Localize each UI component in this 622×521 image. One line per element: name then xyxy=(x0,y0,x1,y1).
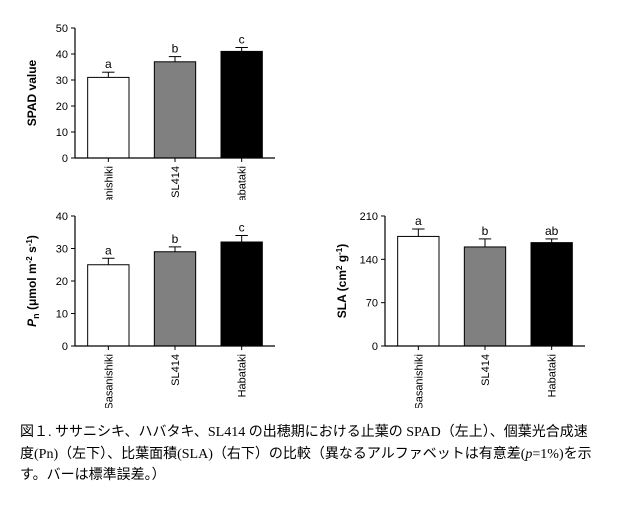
ytick-label: 40 xyxy=(56,49,68,61)
ytick-label: 50 xyxy=(56,23,68,35)
ytick-label: 70 xyxy=(366,298,378,310)
bar-Habataki xyxy=(221,51,262,158)
ytick-label: 210 xyxy=(360,211,378,223)
category-label: Habataki xyxy=(237,166,249,200)
ytick-label: 10 xyxy=(56,309,68,321)
chart-spad: 0 10 20 30 40 50 a Sasanishiki b SL414 c Habataki SP… xyxy=(20,20,310,200)
bar-Habataki xyxy=(221,242,262,346)
bar-SL414 xyxy=(464,247,505,346)
sig-label: c xyxy=(239,33,245,47)
chart-empty xyxy=(330,20,620,200)
ytick-label: 20 xyxy=(56,276,68,288)
ytick-label: 40 xyxy=(56,211,68,223)
sig-label: c xyxy=(239,221,245,235)
ytick-label: 0 xyxy=(62,341,68,353)
ytick-label: 30 xyxy=(56,244,68,256)
sig-label: b xyxy=(172,232,179,246)
sig-label: ab xyxy=(545,224,559,238)
chart-sla: 0 70 140 210 a Sasanishiki b SL414 ab Habataki SLA… xyxy=(330,208,620,408)
bar-Sasanishiki xyxy=(88,77,129,158)
bar-SL414 xyxy=(154,252,195,346)
category-label: SL414 xyxy=(170,166,182,198)
figure-grid: 0 10 20 30 40 50 a Sasanishiki b SL414 c Habataki SP… xyxy=(20,20,602,408)
ytick-label: 0 xyxy=(372,341,378,353)
bar-SL414 xyxy=(154,62,195,158)
bar-Habataki xyxy=(531,243,572,346)
category-label: Habataki xyxy=(237,354,249,397)
chart-pn: 0 10 20 30 40 a Sasanishiki b SL414 c Habataki Pn (… xyxy=(20,208,310,408)
y-axis-label: SPAD value xyxy=(25,59,39,126)
ytick-label: 20 xyxy=(56,101,68,113)
ytick-label: 0 xyxy=(62,153,68,165)
category-label: Sasanishiki xyxy=(413,354,425,408)
figure-caption: 図１. ササニシキ、ハバタキ、SL414 の出穂期における止葉の SPAD（左上… xyxy=(20,422,600,487)
bar-Sasanishiki xyxy=(398,236,439,346)
caption-prefix: 図１. ササニシキ、ハバタキ、SL414 の出穂期における止葉の SPAD（左上… xyxy=(20,425,588,462)
ytick-label: 30 xyxy=(56,75,68,87)
bar-Sasanishiki xyxy=(88,265,129,346)
y-axis-label: Pn (μmol m-2 s-1) xyxy=(25,235,41,327)
y-axis-label: SLA (cm2 g-1) xyxy=(335,244,349,318)
sig-label: a xyxy=(415,214,422,228)
ytick-label: 140 xyxy=(360,254,378,266)
sig-label: a xyxy=(105,243,112,257)
category-label: SL414 xyxy=(480,354,492,386)
category-label: Habataki xyxy=(547,354,559,397)
chart-svg-spad: 0 10 20 30 40 50 a Sasanishiki b SL414 c Habataki SP… xyxy=(20,20,310,200)
category-label: Sasanishiki xyxy=(103,354,115,408)
category-label: SL414 xyxy=(170,354,182,386)
sig-label: b xyxy=(482,224,489,238)
category-label: Sasanishiki xyxy=(103,166,115,200)
chart-svg-sla: 0 70 140 210 a Sasanishiki b SL414 ab Habataki SLA… xyxy=(330,208,620,408)
chart-svg-pn: 0 10 20 30 40 a Sasanishiki b SL414 c Habataki Pn (… xyxy=(20,208,310,408)
ytick-label: 10 xyxy=(56,127,68,139)
sig-label: b xyxy=(172,42,179,56)
sig-label: a xyxy=(105,57,112,71)
